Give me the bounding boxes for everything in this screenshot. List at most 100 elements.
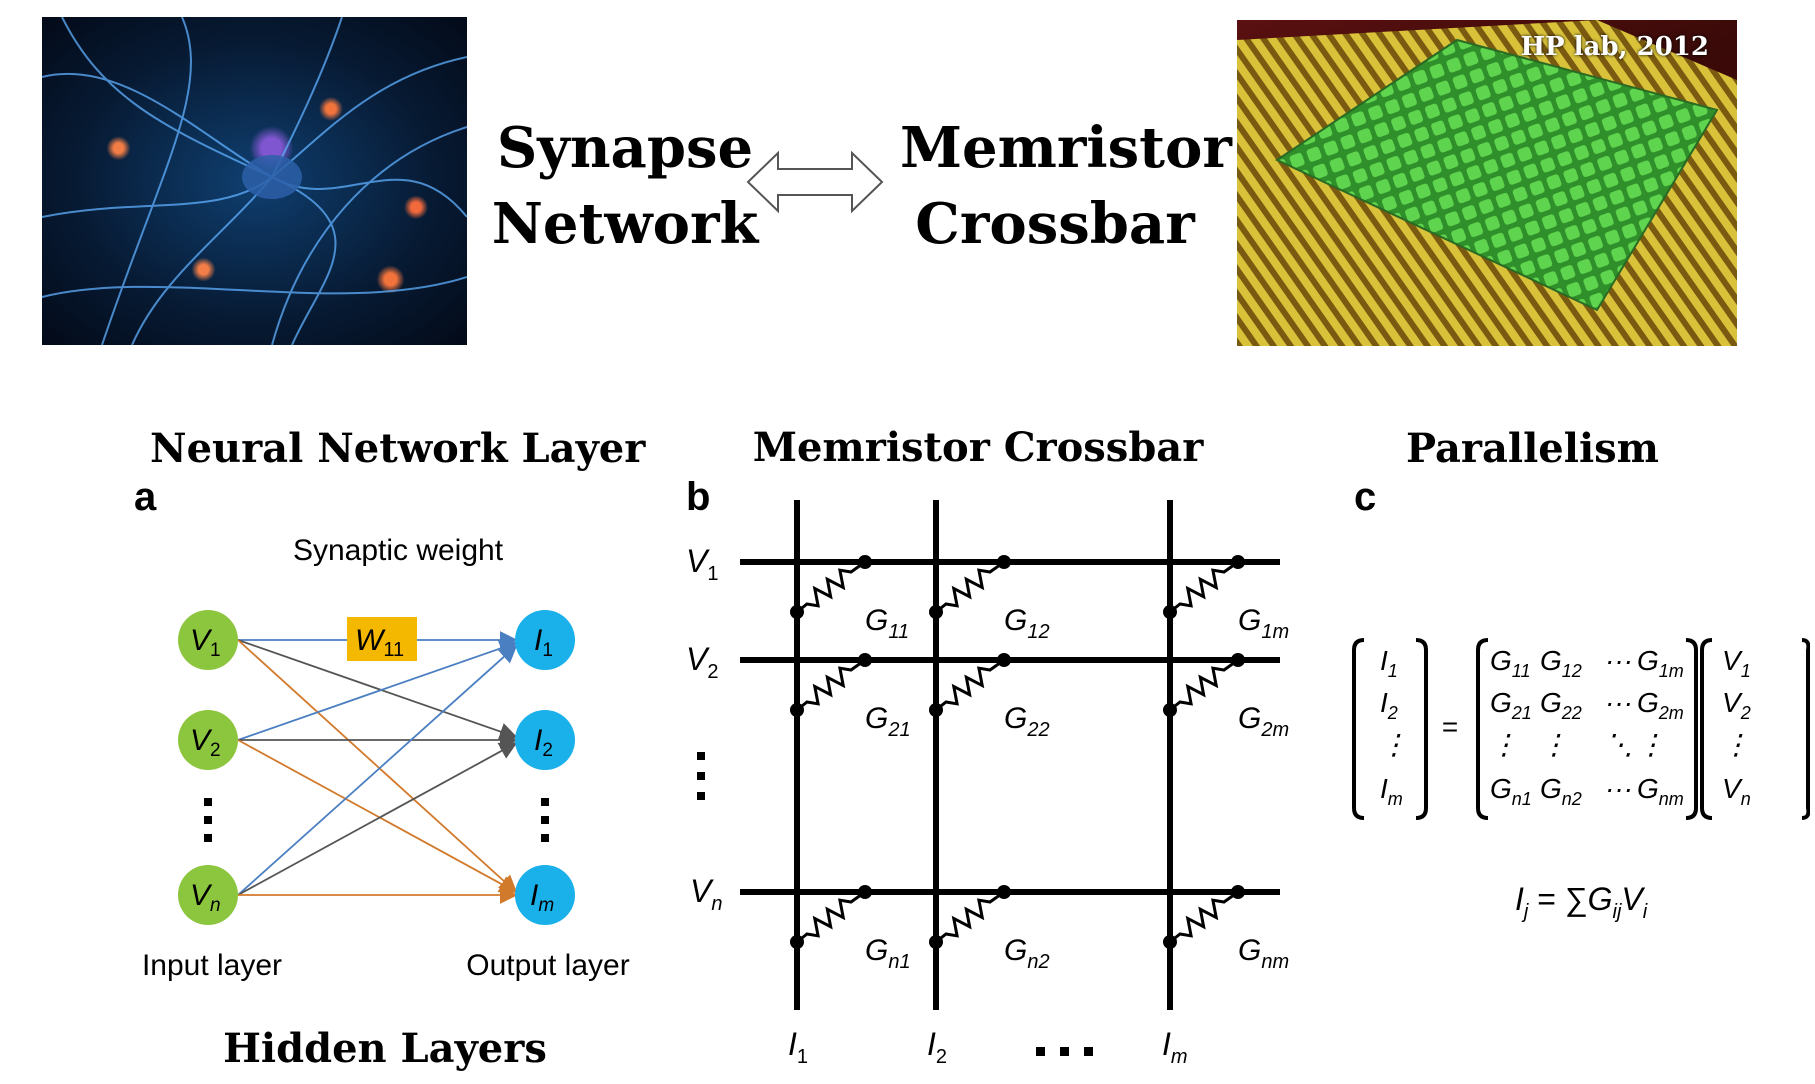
lhs-bracket-left: [1352, 638, 1365, 820]
conductance-label: G21: [865, 702, 911, 741]
equals-sign: =: [1442, 711, 1458, 742]
conductance-label: Gn1: [865, 934, 911, 973]
matrix-entry: G1m: [1637, 645, 1684, 681]
neural-network-diagram: Synaptic weight W11 V1 V2 Vn I1: [142, 534, 630, 982]
memristor-cell-12: G12: [929, 555, 1050, 643]
connection-vn-i1: [237, 644, 518, 896]
v-bracket-left: [1700, 638, 1713, 820]
matrix-entry: ⋮: [1490, 729, 1518, 760]
matrix-entry: Gn1: [1490, 773, 1532, 809]
svg-text:W11: W11: [355, 624, 404, 661]
memristor-cell-nm: Gnm: [1163, 885, 1289, 973]
connection-v2-i1: [237, 639, 518, 741]
svg-text:I1: I1: [534, 624, 553, 661]
output-node-i1: I1: [515, 610, 575, 670]
current-entry: I2: [1380, 687, 1398, 723]
panel-a-letter: a: [134, 475, 157, 519]
output-node-i2: I2: [515, 710, 575, 770]
matrix-brackets: [1352, 638, 1810, 820]
column-label-i1: I1: [788, 1026, 808, 1068]
hidden-layers-caption: Hidden Layers: [223, 1025, 547, 1072]
svg-text:I2: I2: [534, 724, 553, 761]
matrix-entry: Gnm: [1637, 773, 1684, 809]
input-node-v2: V2: [178, 710, 238, 770]
memristor-cell-22: G22: [929, 653, 1050, 741]
input-layer-label: Input layer: [142, 949, 282, 982]
matrix-entry: G21: [1490, 687, 1532, 723]
g-bracket-right: [1685, 638, 1698, 820]
svg-text:V2: V2: [190, 724, 221, 761]
memristor-cell-1m: G1m: [1163, 555, 1289, 643]
cell-body: [242, 155, 302, 199]
synapse-network-title: Synapse Network: [475, 110, 775, 262]
memristor-crossbar-image: HP lab, 2012: [1237, 20, 1737, 346]
conductance-label: G12: [1004, 604, 1050, 643]
conductance-label: G22: [1004, 702, 1050, 741]
output-layer-label: Output layer: [466, 949, 629, 982]
synaptic-weight-label: Synaptic weight: [293, 534, 504, 567]
memristor-cell-n1: Gn1: [790, 885, 911, 973]
memristor-crossbar-title: Memristor Crossbar: [900, 110, 1232, 262]
column-ellipsis: [1036, 1047, 1093, 1056]
voltage-vector: V1 V2 ⋮ Vn: [1722, 645, 1751, 809]
photo-credit-label: HP lab, 2012: [1520, 32, 1709, 62]
crossbar-drawing: [1237, 20, 1737, 346]
matrix-entry: G12: [1540, 645, 1582, 681]
input-node-v1: V1: [178, 610, 238, 670]
synapse-title-line: Synapse: [496, 115, 754, 181]
current-entry: I1: [1380, 645, 1398, 681]
g-bracket-left: [1476, 638, 1489, 820]
current-entry: ⋮: [1380, 729, 1408, 760]
voltage-entry: V1: [1722, 645, 1751, 681]
current-entry: Im: [1380, 773, 1403, 809]
crossbar-title-line: Crossbar: [915, 191, 1195, 257]
panel-c-letter: c: [1354, 475, 1377, 519]
v-bracket-right: [1801, 638, 1810, 820]
connection-v1-i2: [237, 639, 518, 741]
memristor-cell-2m: G2m: [1163, 653, 1289, 741]
double-arrow-icon: [746, 150, 884, 214]
neuron-network-image: [42, 17, 467, 345]
output-node-im: Im: [515, 865, 575, 925]
weight-w11-box: W11: [347, 617, 417, 661]
matrix-entry: ⋱: [1605, 729, 1633, 760]
neuron-fibers-drawing: [42, 17, 467, 345]
memristor-cell-21: G21: [790, 653, 911, 741]
memristor-cell-11: G11: [790, 555, 909, 643]
panel-b-letter: b: [686, 475, 711, 519]
connection-vn-i2: [237, 742, 518, 896]
memristor-cell-n2: Gn2: [929, 885, 1050, 973]
column-label-i2: I2: [927, 1026, 947, 1068]
voltage-entry: V2: [1722, 687, 1751, 723]
connection-v1-im: [237, 639, 518, 894]
conductance-label: G11: [865, 604, 909, 643]
sum-formula: Ij = ∑GijVi: [1515, 881, 1648, 923]
matrix-entry: ···: [1605, 687, 1633, 718]
svg-text:Im: Im: [530, 879, 554, 916]
lhs-current-vector: I1 I2 ⋮ Im: [1380, 645, 1408, 809]
matrix-entry: G2m: [1637, 687, 1684, 723]
voltage-entry: Vn: [1722, 773, 1751, 809]
memristor-cells: G11 G12 G1m G21 G22 G2m Gn1 Gn2 Gnm: [790, 555, 1289, 973]
output-ellipsis: [541, 798, 549, 842]
lhs-bracket-right: [1415, 638, 1428, 820]
input-node-vn: Vn: [178, 865, 238, 925]
column-label-im: Im: [1162, 1026, 1188, 1068]
row-label-v2: V2: [686, 641, 718, 683]
matrix-entry: G11: [1490, 645, 1530, 681]
voltage-entry: ⋮: [1722, 729, 1750, 760]
svg-text:V1: V1: [190, 624, 221, 661]
row-ellipsis: [697, 752, 705, 800]
conductance-label: G1m: [1238, 604, 1289, 643]
input-ellipsis: [204, 798, 212, 842]
matrix-entry: ···: [1605, 645, 1633, 676]
conductance-label: G2m: [1238, 702, 1289, 741]
conductance-label: Gnm: [1238, 934, 1289, 973]
memristor-crossbar-section-title: Memristor Crossbar: [752, 424, 1204, 471]
matrix-entry: Gn2: [1540, 773, 1582, 809]
connection-v2-im: [237, 739, 518, 893]
matrix-entry: ⋮: [1540, 729, 1568, 760]
